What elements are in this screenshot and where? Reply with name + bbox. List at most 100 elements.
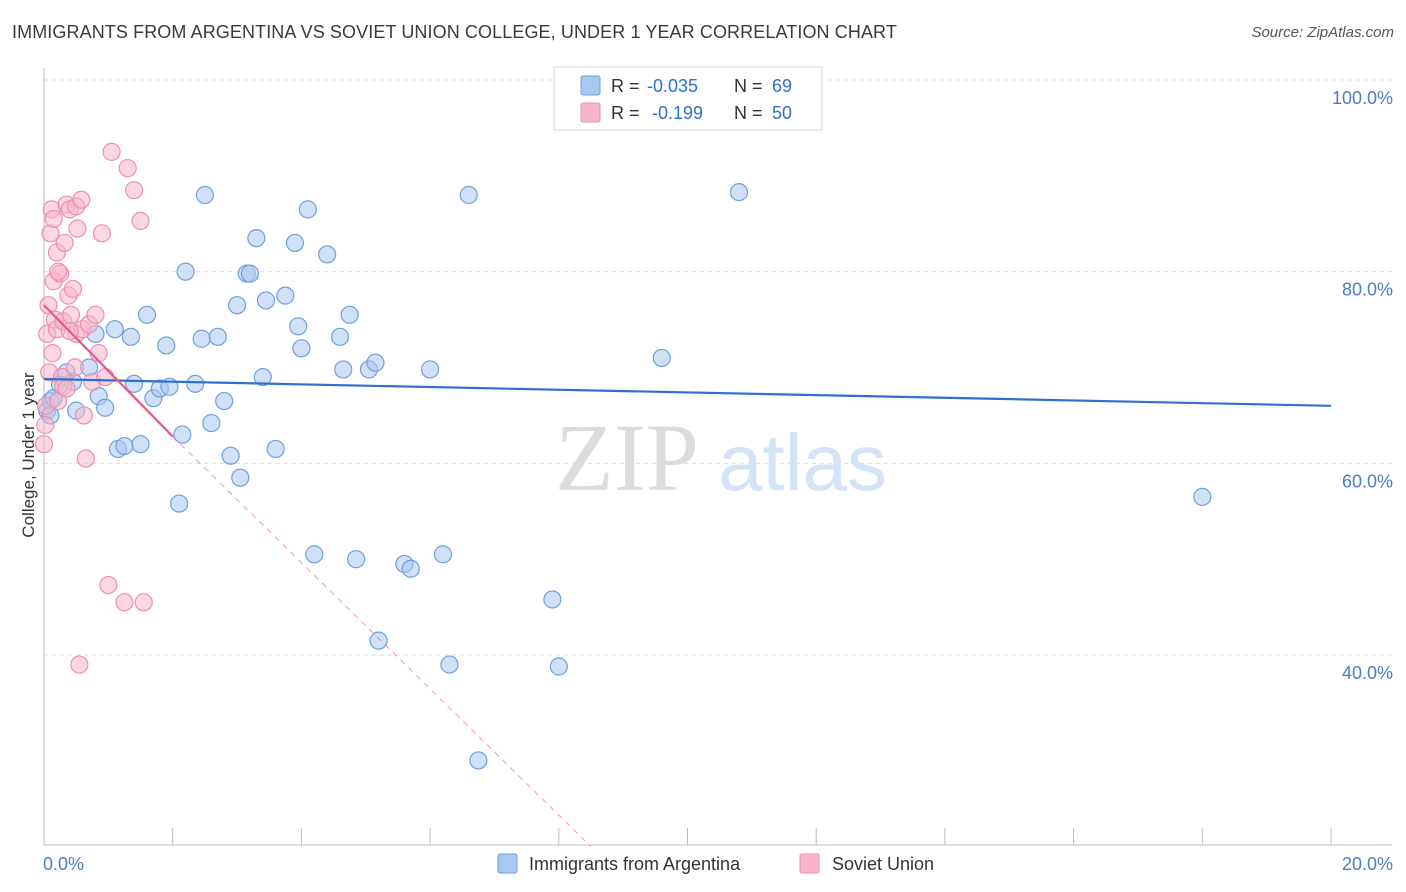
series-legend: Immigrants from Argentina Soviet Union xyxy=(497,853,934,874)
stats-n-value-blue: 69 xyxy=(772,76,792,96)
watermark: ZIP atlas xyxy=(555,404,887,511)
x-tick-label: 0.0% xyxy=(43,854,84,874)
stats-r-value-pink: -0.199 xyxy=(652,103,703,123)
argentina-point xyxy=(186,374,205,393)
axes xyxy=(43,68,1392,846)
soviet-point xyxy=(74,406,93,425)
soviet-point xyxy=(68,219,87,238)
stats-legend-pink-swatch xyxy=(580,102,601,123)
y-tick-label: 40.0% xyxy=(1342,663,1393,683)
argentina-point xyxy=(334,360,353,379)
argentina-point xyxy=(543,590,562,609)
stats-n-label-pink: N = xyxy=(734,103,763,123)
argentina-point xyxy=(192,329,211,348)
stats-r-value-blue: -0.035 xyxy=(647,76,698,96)
argentina-trend-line xyxy=(43,377,1332,407)
soviet-point xyxy=(49,262,68,281)
soviet-point xyxy=(99,575,118,595)
argentina-point xyxy=(652,348,671,368)
legend-soviet-swatch xyxy=(799,853,820,874)
source-label: Source: ZipAtlas.com xyxy=(1251,24,1394,41)
stats-n-label-blue: N = xyxy=(734,76,763,96)
trend-lines xyxy=(43,304,1332,848)
argentina-point xyxy=(289,317,308,336)
argentina-point xyxy=(469,751,488,770)
soviet-point xyxy=(70,655,89,674)
argentina-point xyxy=(221,446,240,465)
argentina-point xyxy=(137,305,157,324)
argentina-point xyxy=(253,367,272,387)
argentina-point xyxy=(157,336,176,355)
legend-soviet-label: Soviet Union xyxy=(832,854,934,874)
y-tick-label: 80.0% xyxy=(1342,280,1393,300)
argentina-point xyxy=(208,327,227,346)
argentina-point xyxy=(266,439,285,459)
soviet-point xyxy=(43,344,62,363)
soviet-point xyxy=(65,358,84,377)
argentina-point xyxy=(729,183,749,202)
stats-r-label-blue: R = xyxy=(611,76,640,96)
soviet-point xyxy=(96,367,115,387)
argentina-point xyxy=(366,353,385,372)
argentina-point xyxy=(369,631,388,650)
argentina-point xyxy=(340,305,359,324)
argentina-point xyxy=(173,425,192,444)
soviet-point xyxy=(63,279,83,299)
y-axis-label: College, Under 1 year xyxy=(19,372,38,538)
soviet-point xyxy=(89,344,108,363)
soviet-point xyxy=(61,305,81,324)
argentina-point xyxy=(440,655,459,674)
argentina-point xyxy=(421,360,440,379)
stats-legend: R = -0.035 N = 69 R = -0.199 N = 50 xyxy=(553,66,823,131)
argentina-point xyxy=(96,398,115,417)
argentina-point xyxy=(298,200,317,219)
soviet-point xyxy=(44,209,63,229)
argentina-point xyxy=(231,468,250,487)
soviet-trend-extension xyxy=(172,436,592,848)
soviet-point xyxy=(72,190,91,209)
y-tick-label: 60.0% xyxy=(1342,471,1393,491)
y-tick-labels: 40.0% 60.0% 80.0% 100.0% xyxy=(1332,88,1393,683)
soviet-point xyxy=(131,211,150,230)
soviet-trend-line xyxy=(43,304,174,438)
argentina-point xyxy=(124,374,144,393)
argentina-point xyxy=(240,264,260,283)
argentina-point xyxy=(285,233,305,253)
series-argentina-points xyxy=(38,70,1212,770)
stats-legend-blue-swatch xyxy=(580,75,601,96)
argentina-point xyxy=(115,436,134,456)
argentina-point xyxy=(195,185,214,205)
argentina-point xyxy=(459,185,478,205)
argentina-point xyxy=(549,657,568,676)
grid-lines xyxy=(44,79,1392,656)
argentina-point xyxy=(401,559,420,578)
argentina-point xyxy=(305,545,324,564)
argentina-point xyxy=(433,545,453,564)
soviet-point xyxy=(57,379,76,398)
argentina-point xyxy=(247,229,266,248)
soviet-point xyxy=(124,181,144,200)
soviet-point xyxy=(134,593,153,612)
soviet-point xyxy=(36,415,55,435)
argentina-point xyxy=(121,327,140,346)
y-tick-label: 100.0% xyxy=(1332,88,1393,108)
soviet-point xyxy=(76,449,95,468)
soviet-point xyxy=(86,305,105,324)
argentina-point xyxy=(227,296,247,315)
argentina-point xyxy=(330,327,350,346)
argentina-point xyxy=(176,262,195,281)
stats-n-value-pink: 50 xyxy=(772,103,792,123)
soviet-point xyxy=(102,142,121,161)
argentina-point xyxy=(276,286,295,305)
watermark-zip: ZIP xyxy=(555,404,699,511)
series-soviet-points xyxy=(34,142,153,674)
chart-title: IMMIGRANTS FROM ARGENTINA VS SOVIET UNIO… xyxy=(12,22,897,42)
soviet-point xyxy=(55,233,74,253)
argentina-point xyxy=(346,550,366,569)
argentina-point xyxy=(1193,487,1212,506)
argentina-point xyxy=(215,391,234,411)
legend-argentina-swatch xyxy=(497,853,518,874)
soviet-point xyxy=(115,593,134,612)
argentina-point xyxy=(170,494,189,513)
legend-argentina-label: Immigrants from Argentina xyxy=(529,854,741,874)
